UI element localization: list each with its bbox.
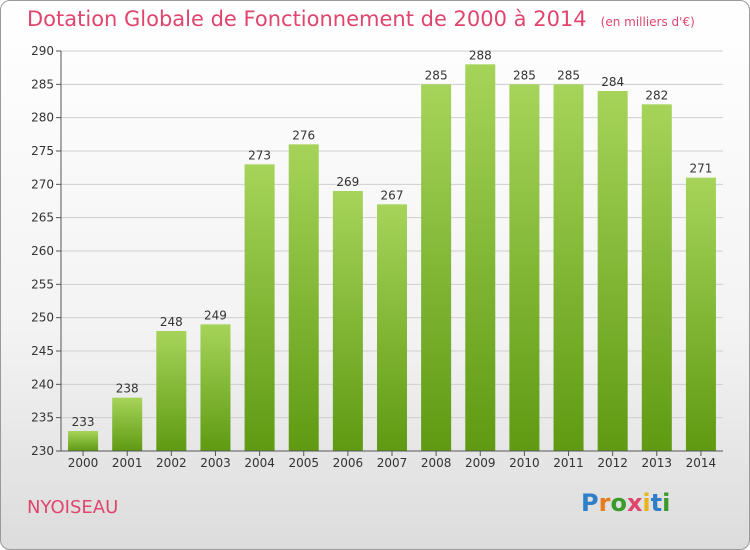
y-tick-label: 240 <box>31 377 54 391</box>
bar-2005 <box>288 144 319 452</box>
logo-letter: r <box>598 489 611 517</box>
chart-title-text: Dotation Globale de Fonctionnement de 20… <box>27 7 587 31</box>
bar-2007 <box>376 204 408 451</box>
value-label-2010: 285 <box>513 68 536 82</box>
logo-letter: t <box>650 489 663 517</box>
y-tick-label: 280 <box>31 111 54 125</box>
value-label-2002: 248 <box>160 315 183 329</box>
y-tick-label: 250 <box>31 311 54 325</box>
value-label-2014: 271 <box>689 162 712 176</box>
x-tick-label-2007: 2007 <box>377 456 408 470</box>
bar-2012 <box>597 91 628 451</box>
y-tick-label: 270 <box>31 177 54 191</box>
logo-letter: o <box>610 489 627 517</box>
value-label-2007: 267 <box>381 188 404 202</box>
value-label-2000: 233 <box>72 415 95 429</box>
bars: 233 238 248 249 273 276 269 267 285 288 285 285 284 2… <box>68 48 716 452</box>
logo-letter: P <box>581 489 599 517</box>
bar-2003 <box>200 324 231 451</box>
x-tick-label-2004: 2004 <box>244 456 275 470</box>
y-tick-label: 230 <box>31 444 54 458</box>
y-tick-label: 265 <box>31 211 54 225</box>
x-tick-label-2014: 2014 <box>686 456 717 470</box>
proxiti-logo: Proxiti <box>581 489 670 517</box>
value-label-2005: 276 <box>292 128 315 142</box>
logo-letter: x <box>626 489 643 517</box>
value-label-2006: 269 <box>336 175 359 189</box>
bar-2008 <box>421 84 452 451</box>
x-tick-label-2003: 2003 <box>200 456 231 470</box>
y-tick-label: 285 <box>31 77 54 91</box>
bar-2000 <box>68 431 99 451</box>
value-label-2009: 288 <box>469 48 492 62</box>
bar-2013 <box>641 104 672 451</box>
bar-2002 <box>156 331 187 451</box>
x-tick-label-2005: 2005 <box>288 456 319 470</box>
bar-2014 <box>685 177 716 451</box>
bar-2004 <box>244 164 275 452</box>
bar-2010 <box>509 84 540 451</box>
y-tick-label: 245 <box>31 344 54 358</box>
value-label-2004: 273 <box>248 148 271 162</box>
y-tick-label: 260 <box>31 244 54 258</box>
x-tick-label-2011: 2011 <box>553 456 584 470</box>
value-label-2012: 284 <box>601 75 624 89</box>
x-tick-label-2010: 2010 <box>509 456 540 470</box>
place-name: NYOISEAU <box>27 497 119 518</box>
chart-unit: (en milliers d'€) <box>600 15 695 29</box>
x-tick-label-2008: 2008 <box>421 456 452 470</box>
value-label-2008: 285 <box>425 68 448 82</box>
x-tick-label-2002: 2002 <box>156 456 187 470</box>
chart-title: Dotation Globale de Fonctionnement de 20… <box>27 7 695 31</box>
bar-2006 <box>332 191 363 451</box>
x-tick-label-2000: 2000 <box>68 456 99 470</box>
value-label-2003: 249 <box>204 308 227 322</box>
value-label-2001: 238 <box>116 382 139 396</box>
logo-letter: i <box>662 489 671 517</box>
y-tick-label: 255 <box>31 277 54 291</box>
y-tick-label: 275 <box>31 144 54 158</box>
x-tick-label-2012: 2012 <box>597 456 628 470</box>
logo-letter: i <box>642 489 651 517</box>
bar-2001 <box>112 397 143 451</box>
x-tick-label-2001: 2001 <box>112 456 143 470</box>
x-tick-label-2013: 2013 <box>642 456 673 470</box>
bar-2009 <box>465 64 496 452</box>
y-tick-label: 235 <box>31 411 54 425</box>
value-label-2011: 285 <box>557 68 580 82</box>
value-label-2013: 282 <box>645 88 668 102</box>
axes: 230 235 240 245 250 255 260 265 270 275 280 285 290 2… <box>31 44 723 470</box>
bar-2011 <box>553 84 584 451</box>
x-tick-label-2009: 2009 <box>465 456 496 470</box>
x-tick-label-2006: 2006 <box>333 456 364 470</box>
y-tick-label: 290 <box>31 44 54 58</box>
